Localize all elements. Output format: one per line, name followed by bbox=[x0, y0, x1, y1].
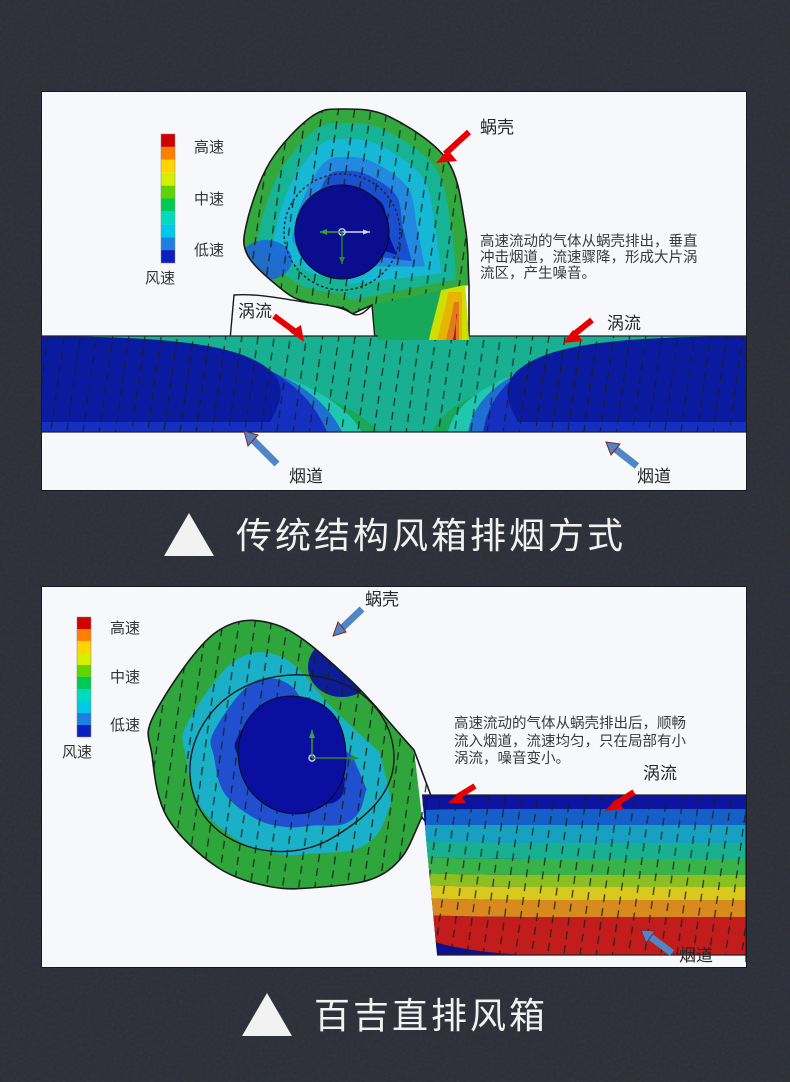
svg-text:低速: 低速 bbox=[194, 242, 224, 259]
svg-text:蜗壳: 蜗壳 bbox=[480, 118, 514, 137]
svg-text:蜗壳: 蜗壳 bbox=[365, 590, 399, 609]
svg-text:烟道: 烟道 bbox=[679, 946, 713, 965]
svg-text:低速: 低速 bbox=[110, 717, 140, 734]
svg-text:涡流，噪音变小。: 涡流，噪音变小。 bbox=[454, 750, 570, 767]
svg-text:烟道: 烟道 bbox=[637, 467, 671, 486]
svg-text:涡流: 涡流 bbox=[238, 302, 272, 321]
svg-text:涡流: 涡流 bbox=[607, 314, 641, 333]
svg-text:中速: 中速 bbox=[194, 191, 224, 208]
svg-text:烟道: 烟道 bbox=[289, 467, 323, 486]
svg-text:中速: 中速 bbox=[110, 669, 140, 686]
svg-text:风速: 风速 bbox=[145, 270, 175, 287]
svg-text:冲击烟道，流速骤降，形成大片涡: 冲击烟道，流速骤降，形成大片涡 bbox=[480, 249, 698, 266]
svg-text:流入烟道，流速均匀，只在局部有小: 流入烟道，流速均匀，只在局部有小 bbox=[454, 733, 686, 750]
svg-text:涡流: 涡流 bbox=[643, 764, 677, 783]
svg-text:风速: 风速 bbox=[62, 744, 92, 761]
svg-text:高速流动的气体从蜗壳排出，垂直: 高速流动的气体从蜗壳排出，垂直 bbox=[480, 233, 698, 250]
svg-text:高速流动的气体从蜗壳排出后，顺畅: 高速流动的气体从蜗壳排出后，顺畅 bbox=[454, 715, 686, 732]
svg-text:流区，产生噪音。: 流区，产生噪音。 bbox=[480, 265, 596, 282]
svg-text:高速: 高速 bbox=[110, 620, 140, 637]
svg-text:高速: 高速 bbox=[194, 139, 224, 156]
